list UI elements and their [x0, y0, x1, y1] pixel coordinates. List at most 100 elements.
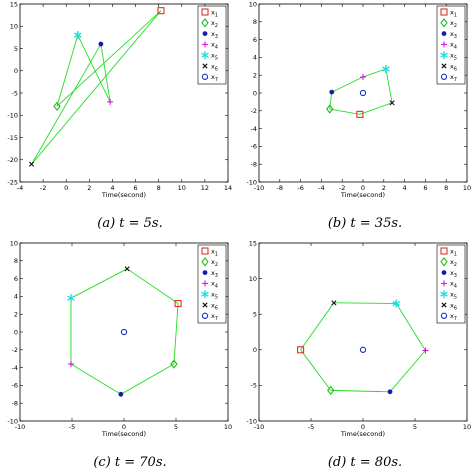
legend-label-x1: x1	[450, 8, 457, 18]
link-line	[333, 302, 397, 304]
y-tick-label: 10	[249, 275, 257, 283]
y-tick-label: 0	[14, 328, 18, 336]
x-tick-label: 5	[174, 423, 178, 431]
link-line	[385, 68, 393, 103]
legend-marker-x4	[441, 280, 447, 287]
legend-marker-x6	[202, 63, 208, 69]
x-tick-label: 4	[403, 184, 407, 192]
y-tick-label: -25	[7, 178, 18, 186]
x-axis-label: Time(second)	[340, 191, 385, 199]
y-tick-label: -8	[251, 161, 257, 169]
legend-label-x7: x7	[450, 312, 457, 322]
point-x7	[359, 89, 367, 97]
legend-label-x7: x7	[211, 312, 218, 322]
x-tick-label: 0	[64, 184, 68, 192]
x-tick-label: 8	[157, 184, 161, 192]
legend-label-x6: x6	[450, 301, 457, 311]
chart-panel-b: -10 -8 -6 -4 -2 0 2 4 6 8 10 -10 -8 -6 -4 -2 0 2 4 6 8 10 Time…	[246, 0, 471, 199]
legend-marker-x1	[201, 8, 209, 16]
caption-c: (c) t = 70s.	[93, 455, 167, 470]
point-x1	[297, 346, 305, 354]
legend-marker-x7	[201, 312, 209, 319]
chart-panel-c: -10 -5 0 5 10 -10 -8 -6 -4 -2 0 2 4 6 8 10 Time(second) x…	[7, 239, 232, 438]
legend-marker-x4	[441, 41, 447, 48]
plot-area	[258, 242, 468, 422]
legend-marker-x3	[441, 31, 447, 36]
plot-area	[19, 3, 229, 183]
legend-box	[436, 244, 466, 324]
plot-area	[19, 242, 229, 422]
legend-label-x2: x2	[211, 258, 218, 268]
legend-marker-x5	[201, 290, 209, 299]
link-line	[77, 34, 111, 103]
x-tick-label: 14	[224, 184, 232, 192]
plot-area	[258, 3, 468, 183]
y-tick-label: 5	[14, 45, 18, 53]
legend-marker-x2	[440, 257, 448, 267]
legend-label-x6: x6	[211, 62, 218, 72]
point-x3	[329, 89, 335, 95]
y-tick-label: -10	[7, 112, 18, 120]
legend-box	[436, 5, 466, 85]
legend-label-x7: x7	[450, 73, 457, 83]
legend-label-x4: x4	[450, 41, 457, 51]
point-x2	[53, 101, 61, 112]
y-tick-label: -2	[12, 346, 18, 354]
link-line	[31, 10, 162, 165]
legend-label-x2: x2	[450, 19, 457, 29]
legend-label-x5: x5	[211, 52, 218, 62]
legend-marker-x4	[202, 41, 208, 48]
caption-d: (d) t = 80s.	[327, 455, 403, 470]
legend-marker-x7	[440, 73, 448, 80]
point-x4	[360, 73, 366, 80]
link-line	[173, 303, 179, 365]
link-line	[300, 349, 332, 391]
link-line	[70, 268, 128, 299]
link-line	[389, 350, 426, 393]
y-tick-label: -10	[246, 417, 257, 425]
legend-marker-x5	[440, 51, 448, 60]
link-line	[120, 363, 175, 395]
x-tick-label: 10	[224, 423, 232, 431]
point-x2	[326, 104, 334, 114]
link-line	[56, 35, 79, 107]
y-tick-label: 0	[14, 67, 18, 75]
x-tick-label: -2	[40, 184, 46, 192]
x-tick-label: 6	[133, 184, 137, 192]
x-tick-label: 10	[178, 184, 186, 192]
point-x4	[67, 361, 74, 368]
x-tick-label: -5	[308, 423, 314, 431]
y-tick-label: 6	[14, 275, 18, 283]
x-tick-label: 0	[361, 184, 365, 192]
x-tick-label: 8	[444, 184, 448, 192]
legend-label-x3: x3	[450, 269, 457, 279]
legend-label-x1: x1	[211, 8, 218, 18]
legend-marker-x1	[440, 8, 448, 16]
legend-marker-x2	[440, 18, 448, 28]
y-tick-label: 15	[10, 0, 18, 8]
caption-b: (b) t = 35s.	[327, 216, 403, 231]
point-x4	[107, 98, 114, 105]
x-tick-label: -10	[254, 184, 265, 192]
point-x6	[331, 300, 337, 306]
y-tick-label: -20	[7, 156, 18, 164]
x-tick-label: 0	[361, 423, 365, 431]
point-x5	[73, 31, 82, 40]
legend-marker-x7	[201, 73, 209, 80]
y-tick-label: -4	[12, 364, 18, 372]
x-axis-label: Time(second)	[101, 191, 146, 199]
x-tick-label: 10	[463, 423, 471, 431]
y-tick-label: 0	[253, 89, 257, 97]
x-tick-label: 10	[463, 184, 471, 192]
link-line	[329, 108, 360, 115]
legend-marker-x2	[201, 257, 209, 267]
x-tick-label: 12	[201, 184, 209, 192]
legend-marker-x4	[202, 280, 208, 287]
x-axis-label: Time(second)	[340, 430, 385, 438]
point-x3	[387, 389, 393, 395]
legend-label-x3: x3	[211, 30, 218, 40]
point-x2	[327, 385, 335, 396]
